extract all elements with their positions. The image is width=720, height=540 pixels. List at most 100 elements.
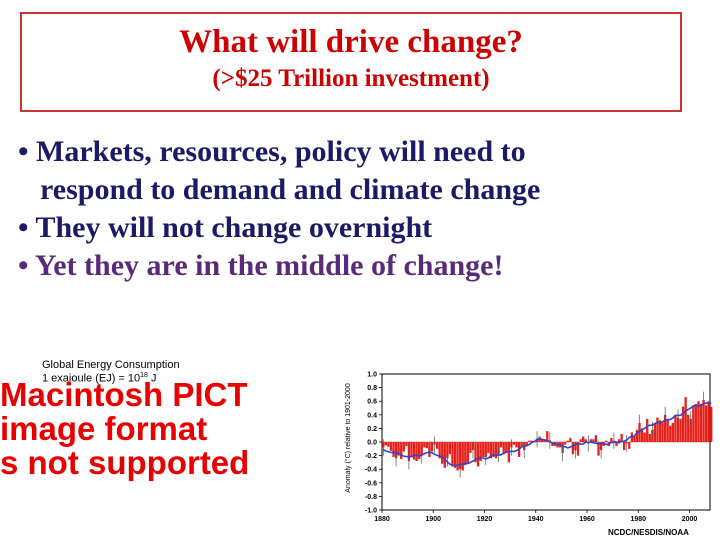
y-tick-label: 0.0: [367, 440, 377, 447]
anomaly-bar: [482, 442, 485, 457]
anomaly-bar: [425, 442, 428, 449]
anomaly-bar: [541, 439, 544, 442]
y-tick-label: -0.6: [365, 480, 377, 487]
anomaly-bar: [692, 406, 695, 442]
anomaly-bar: [525, 442, 528, 447]
anomaly-bar: [569, 437, 572, 442]
anomaly-bar: [687, 414, 690, 442]
anomaly-bar: [520, 442, 523, 448]
anomaly-bar: [528, 440, 531, 442]
anomaly-bar: [658, 420, 662, 442]
anomaly-bar: [620, 433, 623, 442]
x-tick-label: 1920: [477, 516, 493, 523]
anomaly-bar: [402, 442, 405, 452]
x-tick-label: 1960: [579, 516, 595, 523]
bullet-marker: •: [18, 249, 29, 282]
anomaly-bar: [676, 417, 680, 442]
anomaly-bar: [684, 397, 687, 442]
bullet-text: Markets, resources, policy will need to: [36, 135, 526, 168]
anomaly-bar: [515, 442, 518, 448]
anomaly-bar: [579, 439, 582, 442]
anomaly-bar: [594, 435, 598, 442]
anomaly-bar: [387, 442, 390, 447]
bullet-marker: •: [18, 211, 29, 244]
anomaly-bar: [681, 406, 685, 442]
anomaly-bar: [638, 422, 641, 442]
anomaly-bar: [584, 439, 587, 442]
y-axis-label: Anomaly (°C) relative to 1901-2000: [344, 383, 352, 493]
bullet-item: • They will not change overnight: [18, 209, 708, 247]
bullet-text: They will not change overnight: [35, 211, 433, 244]
y-tick-label: -0.8: [365, 494, 377, 501]
anomaly-bar: [710, 406, 713, 442]
anomaly-bar: [384, 442, 387, 446]
anomaly-bar: [635, 429, 639, 442]
anomaly-bar: [656, 417, 659, 442]
anomaly-bar: [566, 440, 569, 442]
anomaly-bar: [694, 403, 698, 442]
anomaly-bar: [474, 442, 477, 463]
anomaly-bar: [469, 442, 472, 453]
anomaly-bar: [633, 436, 636, 442]
anomaly-bar: [617, 439, 621, 442]
anomaly-bar: [494, 442, 498, 459]
anomaly-bar: [430, 442, 434, 452]
anomaly-bar: [589, 439, 592, 442]
anomaly-bar: [441, 442, 444, 464]
bullet-item: • Markets, resources, policy will need t…: [18, 133, 708, 209]
anomaly-bar: [664, 414, 667, 442]
anomaly-bar: [489, 442, 493, 459]
anomaly-bar: [666, 420, 669, 442]
y-tick-label: 0.6: [367, 399, 377, 406]
anomaly-bar: [502, 442, 505, 455]
y-tick-label: -0.2: [365, 453, 377, 460]
y-tick-label: 0.8: [367, 385, 377, 392]
anomaly-bar: [582, 436, 585, 442]
anomaly-bar: [597, 442, 600, 456]
bullet-list: • Markets, resources, policy will need t…: [18, 133, 708, 285]
bullet-text-continuation: respond to demand and climate change: [40, 173, 541, 206]
anomaly-bar: [630, 432, 633, 442]
y-tick-label: 0.2: [367, 426, 377, 433]
anomaly-bar: [443, 442, 446, 468]
y-axis-ticks: 1.0 0.8 0.6 0.4 0.2 0.0 -0.2 -0.4 -0.6 -0.8 -1.0: [365, 372, 382, 515]
slide-title: What will drive change?: [179, 24, 523, 60]
anomaly-bar: [453, 442, 457, 468]
pict-message-line: image format: [0, 410, 208, 447]
temperature-anomaly-chart: Anomaly (°C) relative to 1901-2000 1.0 0.…: [344, 372, 713, 537]
anomaly-bar: [428, 442, 431, 457]
anomaly-bar: [669, 425, 672, 442]
pict-caption-units: 1 exajoule (EJ) = 1018 J: [42, 372, 157, 385]
caption-units-exponent: 18: [140, 372, 148, 379]
anomaly-bar: [697, 401, 700, 442]
anomaly-bar: [707, 401, 710, 442]
anomaly-bar: [479, 442, 482, 462]
anomaly-bar: [459, 442, 462, 470]
anomaly-bar: [405, 442, 408, 447]
anomaly-bar: [564, 442, 567, 445]
smoothed-series-line: [382, 402, 712, 467]
y-tick-label: 1.0: [367, 372, 377, 379]
title-box: What will drive change? (>$25 Trillion i…: [20, 12, 682, 112]
anomaly-bar: [640, 428, 644, 442]
anomaly-bar: [415, 442, 418, 462]
anomaly-bar: [410, 442, 413, 457]
anomaly-bar: [605, 440, 608, 442]
anomaly-bar: [530, 440, 534, 442]
pict-message-line: Macintosh PICT: [0, 376, 248, 413]
anomaly-bar: [464, 442, 467, 466]
y-tick-label: -1.0: [365, 508, 377, 515]
slide-subtitle: (>$25 Trillion investment): [212, 65, 490, 92]
anomaly-bar: [661, 421, 664, 442]
anomaly-bar: [512, 442, 516, 445]
pict-unsupported-message: Macintosh PICT image format s not supporte…: [0, 378, 340, 480]
anomaly-bar: [456, 442, 459, 471]
anomaly-bar: [689, 418, 692, 442]
anomaly-bar: [646, 418, 649, 442]
anomaly-bar: [610, 437, 613, 442]
x-tick-label: 1980: [630, 516, 646, 523]
y-tick-label: 0.4: [367, 412, 377, 419]
x-tick-label: 1880: [374, 516, 390, 523]
anomaly-bar: [615, 442, 618, 447]
anomaly-bar: [435, 442, 439, 449]
